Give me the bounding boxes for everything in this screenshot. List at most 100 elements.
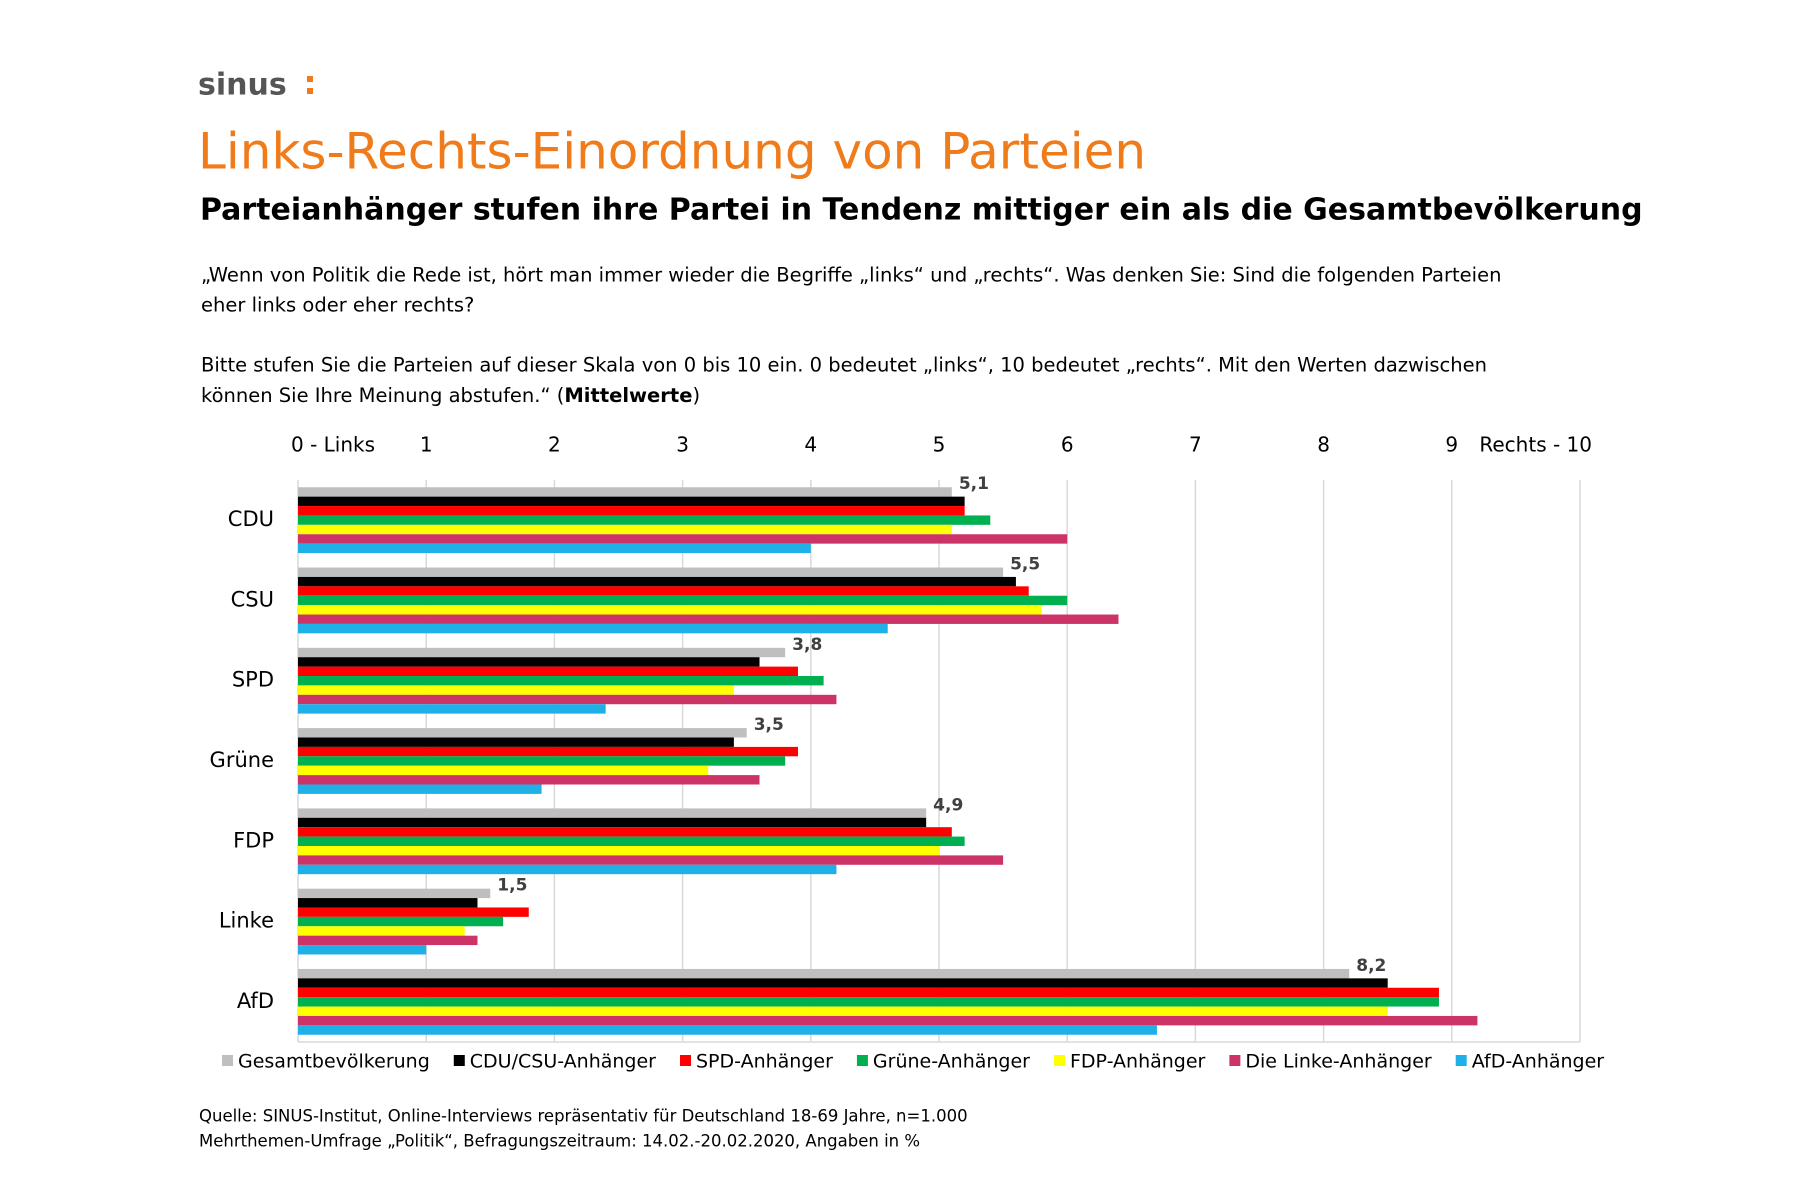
bar [298, 524, 952, 535]
bar [298, 676, 824, 686]
instruction-bold: Mittelwerte [564, 384, 692, 407]
bar [298, 808, 927, 818]
x-tick-label: 3 [676, 433, 689, 457]
legend-swatch [453, 1055, 465, 1066]
bar [298, 926, 465, 936]
legend-label: SPD-Anhänger [696, 1051, 833, 1073]
bar [298, 978, 1388, 988]
bar [298, 784, 542, 794]
value-label: 8,2 [1356, 956, 1386, 976]
bar [298, 1025, 1157, 1035]
question-line: eher links oder eher rechts? [201, 294, 474, 317]
value-label: 3,8 [792, 635, 822, 655]
source-line: Mehrthemen-Umfrage „Politik“, Befragungs… [199, 1132, 920, 1151]
category-label: Linke [219, 909, 274, 933]
x-tick-label: 8 [1317, 433, 1330, 457]
bar [298, 775, 760, 785]
bar [298, 737, 734, 747]
x-tick-label: 2 [548, 433, 561, 457]
legend-swatch [1455, 1055, 1467, 1066]
bar [298, 987, 1439, 998]
bar [298, 605, 1042, 615]
bar [298, 1015, 1478, 1026]
legend-swatch [222, 1055, 233, 1066]
bar [298, 647, 786, 658]
bar [298, 746, 798, 757]
instruction-line: können Sie Ihre Meinung abstufen.“ (Mitt… [201, 384, 700, 407]
legend-swatch [680, 1055, 691, 1066]
bar [298, 945, 427, 955]
bar [298, 694, 837, 705]
legend-swatch [1054, 1055, 1065, 1066]
bar [298, 845, 939, 856]
subtitle: Parteianhänger stufen ihre Partei in Ten… [200, 193, 1643, 228]
value-label: 5,1 [959, 474, 989, 494]
bar [298, 534, 1068, 544]
bar [298, 864, 837, 875]
legend-label: Grüne-Anhänger [873, 1051, 1030, 1073]
bar [298, 487, 952, 497]
category-label: Grüne [210, 748, 274, 772]
bar [298, 765, 709, 776]
bar [298, 567, 1004, 577]
instruction-line: Bitte stufen Sie die Parteien auf dieser… [201, 354, 1487, 377]
bar [298, 907, 529, 917]
bar [298, 704, 606, 714]
bar [298, 595, 1068, 606]
question-line: „Wenn von Politik die Rede ist, hört man… [201, 264, 1501, 287]
bar [298, 997, 1439, 1007]
legend-label: Gesamtbevölkerung [238, 1051, 430, 1073]
bar [298, 1006, 1388, 1016]
legend-label: FDP-Anhänger [1070, 1051, 1206, 1073]
source-line: Quelle: SINUS-Institut, Online-Interview… [199, 1107, 968, 1126]
value-label: 1,5 [497, 876, 527, 896]
bar [298, 666, 798, 677]
bar [298, 576, 1016, 587]
bar [298, 916, 504, 927]
legend-label: CDU/CSU-Anhänger [470, 1051, 656, 1073]
bar [298, 543, 811, 554]
logo: sinus [198, 68, 287, 103]
x-tick-label: 0 - Links [291, 433, 375, 457]
bar [298, 756, 786, 766]
bar [298, 506, 965, 516]
x-tick-label: 4 [804, 433, 817, 457]
bar [298, 623, 888, 634]
bar [298, 935, 478, 946]
bar [298, 968, 1350, 979]
category-label: AfD [237, 989, 274, 1013]
bar [298, 728, 747, 738]
logo-dot [307, 76, 313, 82]
title: Links-Rechts-Einordnung von Parteien [198, 123, 1146, 181]
legend-label: AfD-Anhänger [1472, 1051, 1605, 1073]
category-label: CSU [231, 587, 274, 611]
x-tick-label: Rechts - 10 [1479, 433, 1592, 457]
x-tick-label: 6 [1061, 433, 1074, 457]
category-label: CDU [228, 507, 274, 531]
category-label: FDP [233, 828, 274, 852]
bar [298, 496, 965, 507]
x-tick-label: 7 [1189, 433, 1202, 457]
bar [298, 855, 1004, 865]
bar [298, 614, 1119, 624]
x-tick-label: 1 [420, 433, 433, 457]
legend-label: Die Linke-Anhänger [1245, 1051, 1432, 1073]
x-tick-label: 5 [933, 433, 946, 457]
bar [298, 817, 927, 828]
x-tick-label: 9 [1445, 433, 1458, 457]
bar [298, 515, 991, 525]
bar [298, 685, 734, 695]
value-label: 3,5 [754, 715, 784, 735]
legend-swatch [1229, 1055, 1241, 1066]
legend-swatch [856, 1055, 868, 1066]
bar [298, 898, 478, 908]
bar [298, 657, 760, 667]
instruction-text: ) [692, 384, 700, 407]
value-label: 5,5 [1010, 555, 1040, 575]
bar [298, 836, 965, 846]
value-label: 4,9 [933, 795, 963, 815]
instruction-text: können Sie Ihre Meinung abstufen.“ ( [201, 384, 564, 407]
logo-dot [307, 88, 313, 94]
bar [298, 888, 491, 899]
